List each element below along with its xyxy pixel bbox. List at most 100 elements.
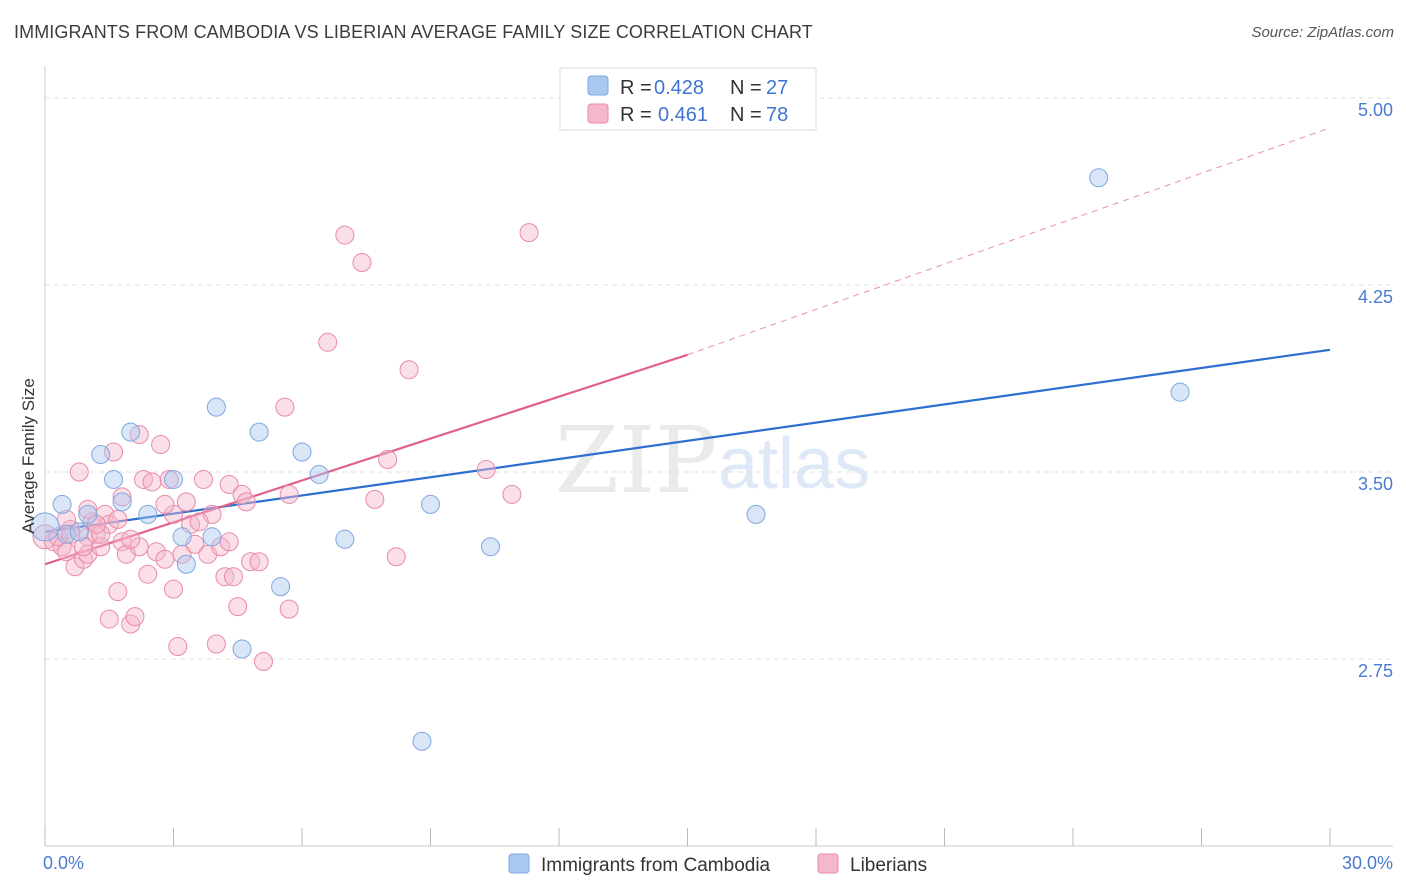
point-blue — [91, 445, 111, 465]
point-pink — [236, 492, 256, 512]
point-pink — [155, 494, 175, 514]
stats-legend: R = 0.428 N = 27 R = 0.461 N = 78 — [559, 67, 817, 131]
source-credit: Source: ZipAtlas.com — [1251, 24, 1394, 41]
point-pink — [219, 474, 239, 494]
point-blue — [112, 492, 132, 512]
x-tick-label-min: 0.0% — [43, 853, 84, 873]
watermark-zip: ZIP — [555, 407, 717, 514]
legend-n-label-cambodia: N = — [730, 77, 762, 99]
point-pink — [399, 360, 419, 380]
point-blue — [30, 512, 60, 542]
point-pink — [275, 397, 295, 417]
y-tick-label: 3.50 — [1358, 474, 1393, 494]
point-pink — [125, 607, 145, 627]
point-blue — [421, 494, 440, 514]
point-pink — [91, 524, 111, 544]
watermark: ZIP atlas — [555, 407, 870, 514]
point-pink — [176, 492, 196, 512]
point-blue — [164, 469, 183, 489]
point-blue — [206, 397, 226, 417]
legend-label-liberians: Liberians — [850, 855, 927, 876]
point-pink — [279, 599, 299, 619]
point-pink — [378, 450, 398, 470]
y-tick-label: 4.25 — [1358, 287, 1393, 307]
legend-swatch-bottom-liberians — [817, 853, 839, 874]
legend-r-label-liberians: R = — [620, 104, 652, 126]
point-pink — [318, 332, 338, 352]
point-pink — [228, 597, 248, 617]
point-blue — [52, 494, 72, 514]
point-blue — [176, 554, 196, 574]
point-pink — [78, 499, 98, 519]
point-pink — [206, 634, 226, 654]
point-blue — [292, 442, 312, 462]
watermark-atlas: atlas — [718, 424, 870, 504]
trend-lines — [44, 127, 1331, 566]
point-blue — [746, 504, 766, 524]
point-pink — [86, 524, 106, 544]
point-pink — [164, 579, 183, 599]
point-pink — [112, 487, 132, 507]
point-blue — [480, 537, 500, 557]
point-pink — [142, 472, 162, 492]
point-pink — [121, 529, 141, 549]
point-pink — [159, 469, 179, 489]
point-pink — [108, 582, 128, 602]
trend-line-blue — [44, 348, 1331, 533]
point-blue — [335, 529, 355, 549]
legend-n-label-liberians: N = — [730, 104, 762, 126]
point-pink — [69, 462, 89, 482]
point-pink — [99, 609, 119, 629]
point-pink — [365, 489, 385, 509]
point-pink — [138, 564, 158, 584]
point-pink — [476, 459, 496, 479]
point-pink — [168, 637, 188, 657]
point-pink — [108, 509, 128, 529]
point-blue — [138, 504, 158, 524]
point-blue — [121, 422, 141, 442]
point-pink — [253, 651, 273, 671]
legend-swatch-bottom-cambodia — [508, 853, 530, 874]
point-blue — [69, 522, 89, 542]
point-pink — [519, 223, 539, 243]
legend-swatch-liberians — [587, 103, 609, 124]
point-pink — [386, 547, 406, 567]
trend-extension-pink — [687, 127, 1331, 356]
legend-label-cambodia: Immigrants from Cambodia — [541, 855, 771, 876]
y-axis-title: Average Family Size — [19, 378, 38, 534]
point-blue — [202, 527, 222, 547]
point-pink — [502, 484, 522, 504]
axes — [44, 66, 1393, 847]
point-pink — [74, 537, 94, 557]
point-pink — [189, 512, 209, 532]
legend-swatch-cambodia — [587, 75, 609, 96]
point-blue — [1089, 168, 1109, 188]
point-pink — [219, 532, 239, 552]
legend-r-value-cambodia: 0.428 — [654, 77, 704, 99]
point-blue — [309, 464, 329, 484]
point-pink — [155, 549, 175, 569]
point-pink — [352, 253, 372, 273]
y-tick-label: 2.75 — [1358, 661, 1393, 681]
legend-n-value-cambodia: 27 — [766, 77, 788, 99]
point-blue — [232, 639, 252, 659]
point-blue — [271, 577, 291, 597]
series-legend: Immigrants from Cambodia Liberians — [508, 853, 927, 876]
point-pink — [249, 552, 269, 572]
legend-r-label-cambodia: R = — [620, 77, 652, 99]
legend-r-value-liberians: 0.461 — [658, 104, 708, 126]
point-pink — [193, 469, 213, 489]
point-blue — [1170, 382, 1190, 402]
point-pink — [151, 435, 171, 455]
y-tick-label: 5.00 — [1358, 100, 1393, 120]
point-blue — [412, 731, 432, 751]
trend-line-pink — [44, 353, 688, 566]
x-tick-label-max: 30.0% — [1342, 853, 1393, 873]
chart-title: IMMIGRANTS FROM CAMBODIA VS LIBERIAN AVE… — [14, 22, 813, 42]
point-pink — [335, 225, 355, 245]
point-blue — [78, 504, 98, 524]
point-blue — [249, 422, 269, 442]
legend-n-value-liberians: 78 — [766, 104, 788, 126]
point-pink — [279, 484, 299, 504]
